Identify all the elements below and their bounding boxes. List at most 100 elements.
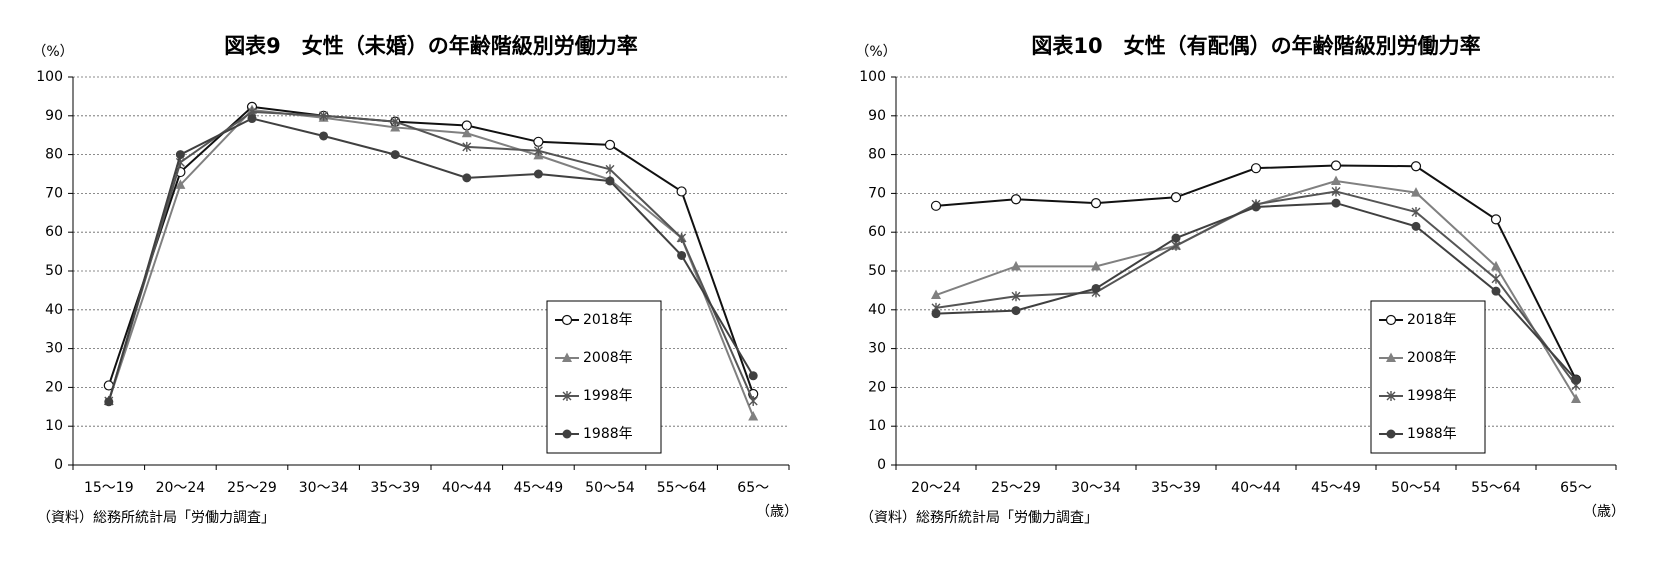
y-tick-label: 70 — [45, 185, 63, 201]
legend-label: 1998年 — [583, 388, 633, 404]
marker — [1491, 286, 1501, 296]
marker — [1385, 314, 1397, 326]
x-tick-label: 55〜64 — [657, 480, 707, 496]
y-tick-label: 60 — [45, 224, 63, 240]
series-line — [107, 108, 755, 417]
x-tick-label: 40〜44 — [442, 480, 492, 496]
y-tick-label: 40 — [45, 302, 63, 318]
y-tick-label: 100 — [859, 69, 886, 85]
marker — [1491, 273, 1501, 284]
x-tick-label: 30〜34 — [1071, 480, 1121, 496]
legend-label: 1998年 — [1407, 388, 1457, 404]
chart-title: 図表10 女性（有配偶）の年齢階級別労働力率 — [1031, 34, 1480, 58]
legend-label: 2008年 — [583, 350, 633, 366]
legend-label: 1988年 — [583, 426, 633, 442]
marker — [1571, 393, 1581, 404]
marker — [1171, 233, 1181, 243]
marker — [1571, 375, 1581, 385]
legend-label: 2018年 — [583, 312, 633, 328]
x-tick-label: 40〜44 — [1231, 480, 1281, 496]
marker — [1410, 161, 1422, 172]
marker — [748, 395, 758, 406]
marker — [247, 114, 257, 124]
x-tick-label: 55〜64 — [1471, 480, 1521, 496]
marker — [1331, 186, 1341, 197]
marker — [1090, 198, 1102, 209]
legend-box — [1370, 300, 1486, 454]
legend-box — [546, 300, 662, 454]
marker — [1011, 291, 1021, 302]
marker — [677, 250, 687, 260]
marker — [390, 150, 400, 160]
marker — [562, 391, 572, 401]
series-line — [107, 105, 755, 395]
marker — [1250, 163, 1262, 174]
marker — [677, 233, 687, 244]
legend-label: 1988年 — [1407, 426, 1457, 442]
marker — [604, 139, 616, 150]
x-unit-label: （歳） — [1583, 504, 1625, 520]
marker — [561, 314, 573, 326]
marker — [462, 173, 472, 183]
marker — [748, 371, 758, 381]
marker — [930, 200, 942, 211]
source: （資料）総務所統計局「労働力調査」 — [37, 510, 275, 526]
x-tick-label: 20〜24 — [156, 480, 206, 496]
marker — [605, 176, 615, 186]
x-tick-label: 35〜39 — [1151, 480, 1201, 496]
chart-title: 図表9 女性（未婚）の年齢階級別労働力率 — [224, 34, 638, 58]
marker — [1010, 194, 1022, 205]
y-tick-label: 60 — [868, 224, 886, 240]
y-unit-label: （%） — [32, 44, 73, 60]
legend-label: 2018年 — [1407, 312, 1457, 328]
marker — [748, 411, 759, 421]
marker — [562, 352, 572, 362]
marker — [1251, 202, 1261, 212]
marker — [1170, 192, 1182, 203]
marker — [676, 186, 687, 197]
x-tick-label: 45〜49 — [514, 480, 564, 496]
marker — [1011, 306, 1021, 316]
marker — [462, 141, 472, 152]
y-tick-label: 30 — [45, 341, 63, 357]
y-unit-label: （%） — [855, 44, 896, 60]
marker — [1490, 214, 1502, 225]
marker — [319, 110, 329, 121]
legend-label: 2008年 — [1407, 350, 1457, 366]
x-tick-label: 65〜 — [737, 480, 769, 496]
marker — [533, 136, 544, 147]
marker — [562, 429, 572, 439]
marker — [461, 127, 472, 138]
marker — [605, 164, 615, 175]
y-tick-label: 20 — [45, 379, 63, 395]
marker — [1411, 207, 1421, 218]
marker — [1330, 160, 1342, 171]
y-tick-label: 0 — [877, 457, 886, 473]
marker — [1386, 391, 1396, 401]
marker — [1386, 352, 1396, 362]
x-tick-label: 15〜19 — [84, 480, 134, 496]
marker — [1386, 429, 1396, 439]
x-tick-label: 65〜 — [1560, 480, 1592, 496]
x-tick-label: 45〜49 — [1311, 480, 1361, 496]
y-tick-label: 10 — [868, 418, 886, 434]
y-tick-label: 10 — [45, 418, 63, 434]
y-tick-label: 90 — [868, 108, 886, 124]
y-tick-label: 80 — [868, 147, 886, 163]
x-unit-label: （歳） — [756, 504, 798, 520]
y-tick-label: 70 — [868, 185, 886, 201]
marker — [533, 145, 543, 156]
marker — [390, 116, 400, 127]
x-tick-label: 50〜54 — [1391, 480, 1441, 496]
x-tick-label: 35〜39 — [370, 480, 420, 496]
marker — [533, 169, 543, 179]
marker — [1491, 260, 1501, 271]
y-tick-label: 40 — [868, 302, 886, 318]
y-tick-label: 50 — [45, 263, 63, 279]
marker — [390, 121, 401, 132]
y-tick-label: 50 — [868, 263, 886, 279]
series-line — [107, 117, 755, 403]
marker — [1091, 283, 1101, 293]
x-tick-label: 30〜34 — [299, 480, 349, 496]
